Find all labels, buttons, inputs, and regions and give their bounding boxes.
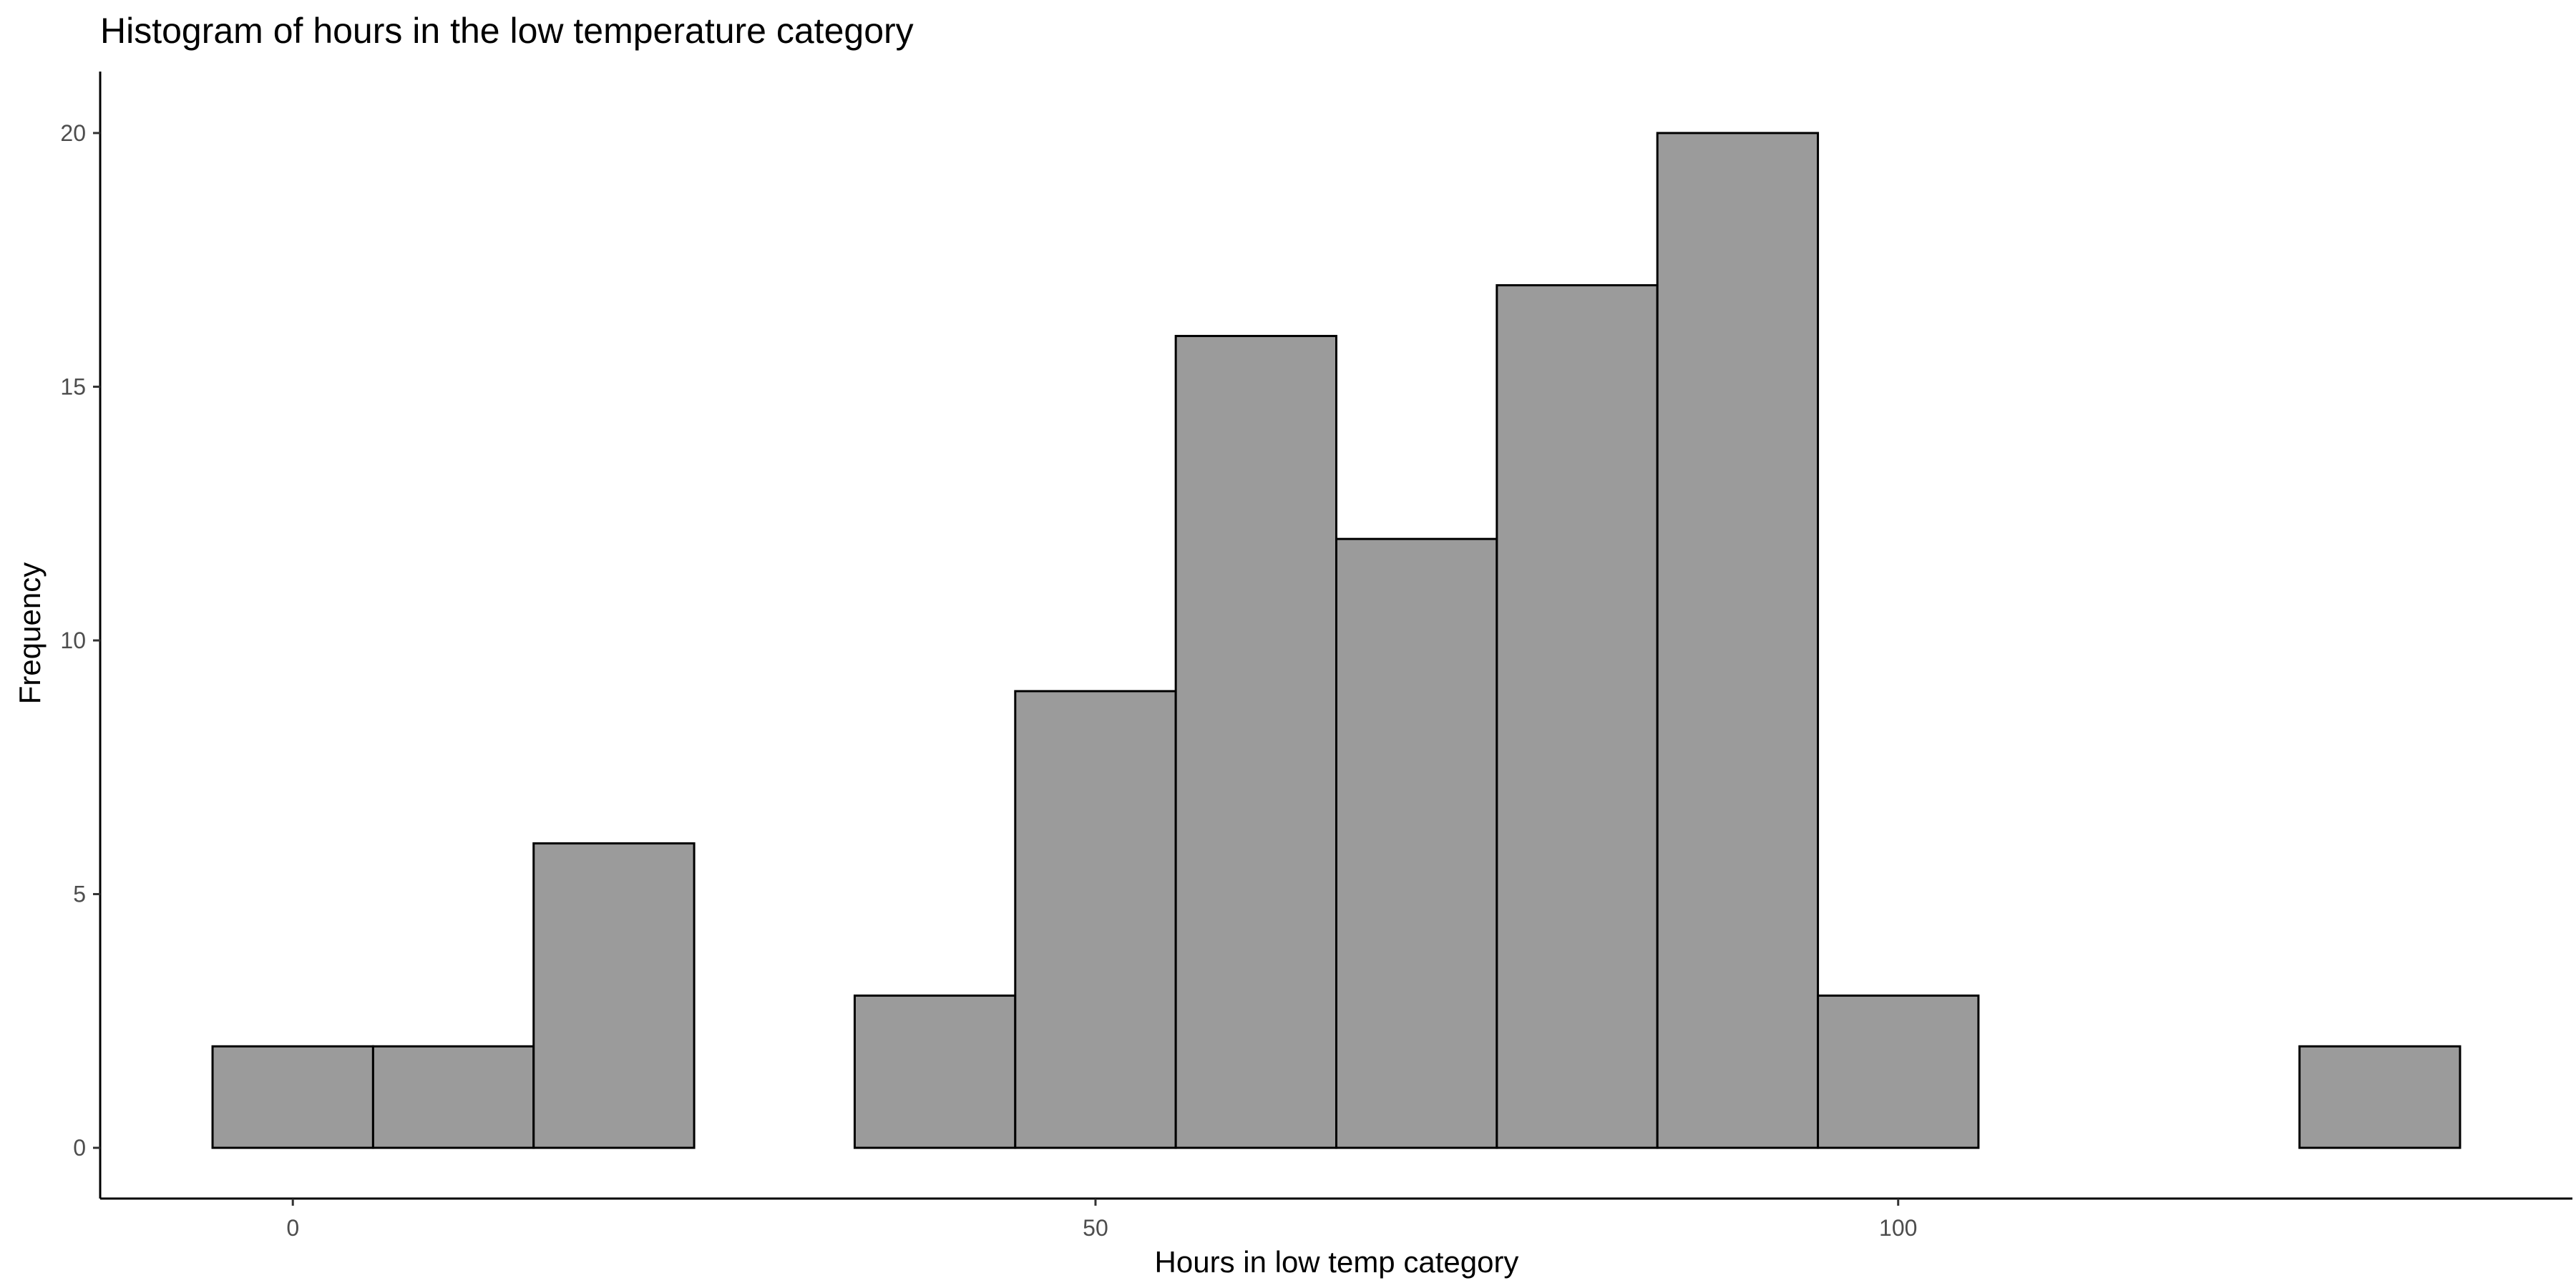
histogram-bar-6 — [1174, 335, 1337, 1149]
histogram-bar-9 — [1656, 132, 1820, 1149]
y-tick-label-0: 0 — [73, 1135, 86, 1161]
x-axis-title: Hours in low temp category — [1155, 1245, 1519, 1279]
chart-title: Histogram of hours in the low temperatur… — [100, 11, 914, 51]
histogram-bar-5 — [1014, 690, 1177, 1149]
histogram-bar-13 — [2298, 1045, 2462, 1149]
histogram-bar-7 — [1335, 537, 1498, 1149]
histogram-bar-1 — [371, 1045, 535, 1149]
bars-group — [211, 132, 2462, 1149]
x-axis-ticks: 0 50 100 — [286, 1199, 1917, 1241]
histogram-bar-2 — [532, 842, 696, 1149]
histogram-bar-8 — [1496, 284, 1659, 1149]
y-tick-label-3: 15 — [60, 374, 86, 399]
y-tick-label-2: 10 — [60, 628, 86, 653]
x-tick-label-2: 100 — [1879, 1215, 1917, 1241]
y-axis-ticks: 0 5 10 15 20 — [60, 120, 100, 1161]
x-tick-label-0: 0 — [286, 1215, 299, 1241]
histogram-bar-4 — [853, 994, 1017, 1149]
y-tick-label-1: 5 — [73, 882, 86, 907]
histogram-bar-0 — [211, 1045, 374, 1149]
y-axis-title: Frequency — [13, 562, 47, 704]
y-tick-label-4: 20 — [60, 120, 86, 146]
x-tick-label-1: 50 — [1083, 1215, 1108, 1241]
axes-group — [99, 72, 2572, 1200]
histogram-bar-10 — [1817, 994, 1980, 1149]
